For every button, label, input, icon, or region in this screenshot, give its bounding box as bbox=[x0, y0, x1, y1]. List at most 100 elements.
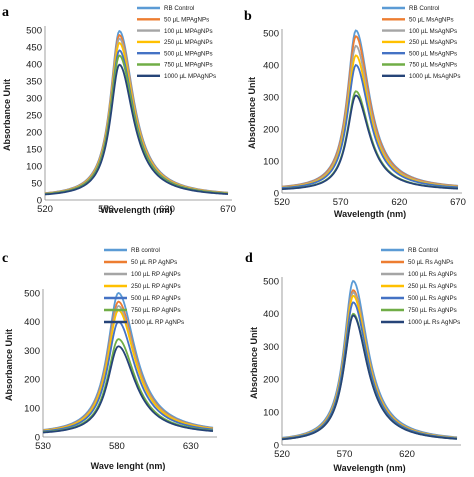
x-tick-label: 570 bbox=[333, 197, 349, 208]
y-tick-label: 0 bbox=[274, 188, 279, 199]
panel-label: a bbox=[2, 5, 9, 20]
y-tick-label: 500 bbox=[263, 28, 279, 39]
x-tick-label: 520 bbox=[37, 204, 53, 215]
x-axis-label: Wavelength (nm) bbox=[334, 209, 406, 219]
y-tick-label: 300 bbox=[263, 342, 279, 353]
panel-label: d bbox=[245, 251, 253, 266]
y-tick-label: 500 bbox=[24, 288, 40, 299]
y-tick-label: 350 bbox=[26, 76, 42, 87]
legend: RB Control 50 µL Rs AgNPs 100 µL Rs AgNPs 2… bbox=[381, 247, 460, 326]
y-axis-label: Absorbance Unit bbox=[249, 327, 259, 399]
x-tick-label: 670 bbox=[450, 197, 466, 208]
legend-label: 1000 µL RP AgNPs bbox=[131, 319, 184, 326]
y-tick-label: 300 bbox=[26, 93, 42, 104]
legend-label: RB control bbox=[131, 247, 160, 254]
chart-panel-c: c 0 100 200 300 400 500 530 580 630 Wave lenght (n… bbox=[2, 247, 217, 471]
legend-label: 50 µL MPAgNPs bbox=[164, 17, 209, 24]
y-tick-label: 200 bbox=[263, 124, 279, 135]
legend-label: RB Control bbox=[164, 5, 194, 12]
x-tick-label: 620 bbox=[159, 204, 175, 215]
panel-label: c bbox=[2, 251, 8, 266]
x-tick-label: 580 bbox=[109, 441, 125, 452]
x-tick-label: 670 bbox=[220, 204, 236, 215]
x-tick-label: 570 bbox=[337, 449, 353, 460]
legend-label: 500 µL MPAgNPs bbox=[164, 50, 213, 57]
series-line bbox=[42, 345, 214, 434]
y-axis-label: Absorbance Unit bbox=[2, 79, 12, 151]
legend-label: 1000 µL Rs AgNPs bbox=[408, 319, 460, 326]
y-tick-label: 400 bbox=[263, 60, 279, 71]
y-tick-label: 400 bbox=[263, 309, 279, 320]
legend-label: 50 µL MsAgNPs bbox=[409, 17, 454, 24]
legend-label: 250 µL MPAgNPs bbox=[164, 39, 213, 46]
y-tick-label: 100 bbox=[263, 156, 279, 167]
series-line bbox=[44, 63, 229, 196]
x-tick-label: 620 bbox=[399, 449, 415, 460]
legend-label: 500 µL MsAgNPs bbox=[409, 50, 457, 57]
legend: RB Control 50 µL MsAgNPs 100 µL MsAgNPs 250… bbox=[382, 5, 461, 80]
y-axis-label: Absorbance Unit bbox=[247, 77, 257, 149]
legend-label: 50 µL RP AgNPs bbox=[131, 259, 177, 266]
y-tick-label: 300 bbox=[263, 92, 279, 103]
legend-label: 100 µL RP AgNPs bbox=[131, 271, 181, 278]
y-tick-label: 200 bbox=[24, 375, 40, 386]
legend-label: 100 µL MPAgNPs bbox=[164, 28, 213, 35]
legend-label: 500 µL RP AgNPs bbox=[131, 295, 181, 302]
y-tick-label: 150 bbox=[26, 144, 42, 155]
legend-label: RB Control bbox=[408, 247, 438, 254]
legend-label: 50 µL Rs AgNPs bbox=[408, 259, 453, 266]
y-tick-label: 500 bbox=[26, 25, 42, 36]
y-tick-label: 0 bbox=[35, 432, 40, 443]
series-line bbox=[42, 320, 214, 433]
legend-label: 250 µL Rs AgNPs bbox=[408, 283, 457, 290]
legend-label: 250 µL RP AgNPs bbox=[131, 283, 181, 290]
series-line bbox=[42, 338, 214, 434]
legend-label: 250 µL MsAgNPs bbox=[409, 39, 457, 46]
y-tick-label: 100 bbox=[24, 404, 40, 415]
legend: RB control 50 µL RP AgNPs 100 µL RP AgNPs 2… bbox=[104, 247, 184, 326]
x-axis-label: Wave lenght (nm) bbox=[91, 461, 166, 471]
series-line bbox=[281, 94, 459, 191]
y-tick-label: 500 bbox=[263, 276, 279, 287]
y-axis-label: Absorbance Unit bbox=[4, 329, 14, 401]
x-tick-label: 520 bbox=[274, 197, 290, 208]
y-tick-label: 400 bbox=[24, 317, 40, 328]
legend-label: 1000 µL MPAgNPs bbox=[164, 73, 216, 80]
y-tick-label: 0 bbox=[37, 195, 42, 206]
x-axis-label: Wavelength (nm) bbox=[333, 463, 405, 473]
x-tick-label: 630 bbox=[183, 441, 199, 452]
chart-panel-d: d 0 100 200 300 400 500 520 570 620 Wavelength (nm… bbox=[245, 247, 461, 473]
y-tick-label: 200 bbox=[263, 375, 279, 386]
panel-label: b bbox=[244, 9, 252, 24]
y-tick-label: 50 bbox=[31, 178, 42, 189]
x-tick-label: 570 bbox=[98, 204, 114, 215]
y-tick-label: 250 bbox=[26, 110, 42, 121]
legend-label: 1000 µL MsAgNPs bbox=[409, 73, 461, 80]
y-tick-label: 400 bbox=[26, 59, 42, 70]
x-tick-label: 520 bbox=[274, 449, 290, 460]
y-tick-label: 200 bbox=[26, 127, 42, 138]
y-tick-label: 300 bbox=[24, 346, 40, 357]
legend-label: 750 µL MPAgNPs bbox=[164, 62, 213, 69]
y-tick-label: 450 bbox=[26, 42, 42, 53]
legend-label: 100 µL Rs AgNPs bbox=[408, 271, 457, 278]
series-line bbox=[281, 314, 458, 441]
x-tick-label: 530 bbox=[35, 441, 51, 452]
y-tick-label: 100 bbox=[26, 161, 42, 172]
series-line bbox=[281, 63, 459, 189]
legend: RB Control 50 µL MPAgNPs 100 µL MPAgNPs 250… bbox=[137, 5, 216, 80]
legend-label: RB Control bbox=[409, 5, 439, 12]
chart-panel-b: b 0 100 200 300 400 500 520 570 620 670 Wavelength … bbox=[244, 5, 466, 219]
legend-label: 500 µL Rs AgNPs bbox=[408, 295, 457, 302]
chart-panel-a: a 0 50 100 150 200 250 300 350 400 450 500 520 570 620… bbox=[2, 5, 236, 215]
legend-label: 750 µL RP AgNPs bbox=[131, 307, 181, 314]
legend-label: 750 µL MsAgNPs bbox=[409, 62, 457, 69]
x-tick-label: 620 bbox=[391, 197, 407, 208]
x-axis-label: Wavelength (nm) bbox=[100, 205, 172, 215]
y-tick-label: 100 bbox=[263, 408, 279, 419]
legend-label: 750 µL Rs AgNPs bbox=[408, 307, 457, 314]
series-line bbox=[42, 309, 214, 432]
series-line bbox=[44, 49, 229, 195]
y-tick-label: 0 bbox=[274, 440, 279, 451]
